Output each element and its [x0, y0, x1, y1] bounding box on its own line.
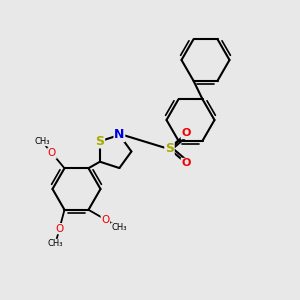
Text: O: O: [48, 148, 56, 158]
Text: S: S: [95, 135, 104, 148]
Text: CH₃: CH₃: [48, 239, 63, 248]
Text: O: O: [181, 158, 191, 169]
Text: N: N: [114, 128, 124, 142]
Text: CH₃: CH₃: [111, 223, 127, 232]
Text: CH₃: CH₃: [34, 137, 50, 146]
Text: O: O: [55, 224, 64, 234]
Text: O: O: [181, 128, 191, 139]
Text: O: O: [101, 214, 110, 224]
Text: S: S: [165, 142, 174, 155]
